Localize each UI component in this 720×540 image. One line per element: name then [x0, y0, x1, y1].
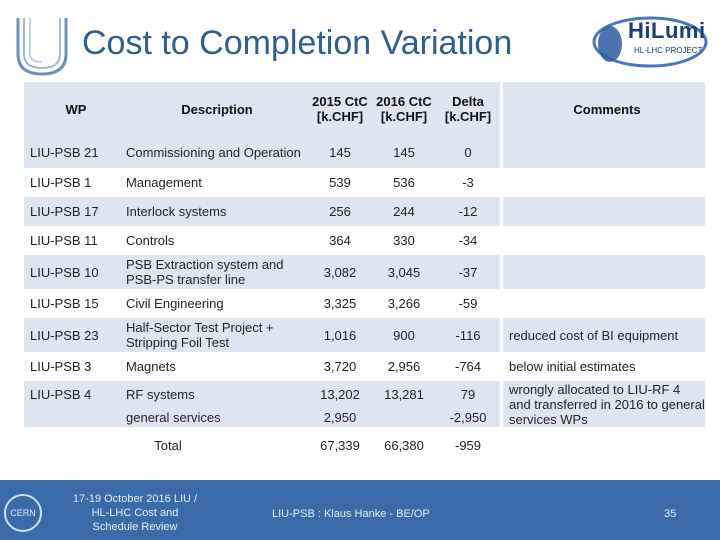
row-comments: reduced cost of BI equipment: [500, 318, 705, 352]
row-ctc-2016: 2,956: [387, 359, 421, 374]
total-label: Total: [154, 437, 182, 453]
row-comments: [500, 289, 705, 318]
row-description: PSB Extraction system and PSB-PS transfe…: [126, 257, 284, 287]
footer-bar: CERN 17-19 October 2016 LIU / HL-LHC Cos…: [0, 480, 720, 540]
row-comments: [500, 168, 705, 197]
header-description: Description: [181, 101, 253, 117]
row-ctc-2015: 1,016: [323, 327, 357, 343]
table-row: LIU-PSB 10 PSB Extraction system and PSB-…: [24, 255, 705, 289]
row-ctc-2015: 3,720: [323, 359, 357, 374]
row-ctc-2016: 330: [393, 233, 415, 248]
row-ctc-2015: 256: [329, 204, 351, 219]
total-ctc-2015: 67,339: [320, 437, 360, 453]
row-ctc-2015: 3,325: [323, 296, 357, 311]
row-description: Management: [126, 175, 202, 190]
row-ctc-2016: 900: [393, 327, 415, 343]
table-row: LIU-PSB 15 Civil Engineering 3,325 3,266 -59: [24, 289, 705, 318]
row-delta: 79: [460, 386, 476, 402]
header-delta: Delta [k.CHF]: [444, 94, 492, 124]
row-wp: LIU-PSB 4: [30, 386, 92, 402]
page-title: Cost to Completion Variation: [82, 24, 513, 62]
row-description: Magnets: [126, 359, 176, 374]
row-comments: [500, 197, 705, 226]
row-delta: -764: [454, 359, 482, 374]
row-comments: wrongly allocated to LIU-RF 4 and transf…: [500, 381, 705, 427]
row-description: Half-Sector Test Project + Stripping Foi…: [126, 320, 274, 350]
table-row: LIU-PSB 3 Magnets 3,720 2,956 -764 below init…: [24, 352, 705, 381]
liu-logo: [12, 14, 72, 78]
row-ctc-2015: 3,082: [323, 264, 357, 280]
row-ctc-2015: 2,950: [323, 409, 357, 425]
table-row: LIU-PSB 17 Interlock systems 256 244 -12: [24, 197, 705, 226]
table-row-total: Total 67,339 66,380 -959: [24, 427, 705, 463]
row-comments: [500, 226, 705, 255]
table-body: LIU-PSB 21 Commissioning and Operation 145…: [24, 136, 705, 463]
row-wp: LIU-PSB 15: [30, 296, 99, 311]
total-ctc-2016: 66,380: [384, 437, 424, 453]
row-delta: -12: [458, 204, 478, 219]
row-ctc-2015: 145: [329, 144, 351, 160]
table-row-psb4: LIU-PSB 4 RF systems 13,202 13,281 79 wrongly…: [24, 381, 705, 427]
row-wp: LIU-PSB 10: [30, 264, 99, 280]
table-row: LIU-PSB 21 Commissioning and Operation 145…: [24, 136, 705, 168]
hilumi-logo-subtext: HL-LHC PROJECT: [634, 46, 703, 55]
row-comments: [500, 255, 705, 289]
row-wp-empty: [24, 407, 122, 427]
row-ctc-2015: 13,202: [320, 386, 360, 402]
cern-logo: CERN: [4, 494, 42, 532]
row-delta: -116: [455, 327, 481, 343]
footer-author: LIU-PSB : Klaus Hanke - BE/OP: [272, 508, 430, 520]
row-wp: LIU-PSB 17: [30, 204, 99, 219]
total-comments-empty: [500, 427, 705, 463]
header-ctc-2016: 2016 CtC [k.CHF]: [376, 94, 432, 124]
row-ctc-2016: 13,281: [384, 386, 424, 402]
row-description: general services: [126, 409, 221, 425]
row-delta: -34: [458, 233, 478, 248]
row-ctc-2016-empty: [372, 407, 436, 427]
page-number: 35: [664, 508, 677, 520]
row-delta: -3: [462, 175, 474, 190]
header-comments: Comments: [500, 82, 705, 136]
total-delta: -959: [454, 437, 482, 453]
row-description: Interlock systems: [126, 204, 227, 219]
table-row: LIU-PSB 23 Half-Sector Test Project + Str…: [24, 318, 705, 352]
table-header-row: WP Description 2015 CtC [k.CHF] 2016 CtC…: [24, 82, 705, 136]
row-wp: LIU-PSB 11: [30, 233, 98, 248]
row-ctc-2015: 364: [329, 233, 351, 248]
row-delta: 0: [464, 144, 472, 160]
header-wp: WP: [65, 101, 87, 117]
row-wp: LIU-PSB 1: [30, 175, 92, 190]
row-description: Controls: [126, 233, 175, 248]
hilumi-logo-text: HiLumi: [628, 18, 706, 43]
row-ctc-2016: 536: [393, 175, 415, 190]
row-comments: [500, 136, 705, 168]
cost-table: WP Description 2015 CtC [k.CHF] 2016 CtC…: [24, 82, 705, 463]
row-ctc-2016: 3,266: [387, 296, 421, 311]
row-description: Commissioning and Operation: [126, 144, 301, 160]
table-row: LIU-PSB 1 Management 539 536 -3: [24, 168, 705, 197]
footer-event: 17-19 October 2016 LIU / HL-LHC Cost and…: [72, 493, 198, 533]
table-row: LIU-PSB 11 Controls 364 330 -34: [24, 226, 705, 255]
row-delta: -2,950: [449, 409, 487, 425]
row-ctc-2016: 145: [393, 144, 415, 160]
row-delta: -37: [458, 264, 478, 280]
row-delta: -59: [458, 296, 478, 311]
row-description: RF systems: [126, 386, 195, 402]
row-ctc-2016: 244: [393, 204, 415, 219]
row-wp: LIU-PSB 23: [30, 327, 99, 343]
row-comments: below initial estimates: [500, 352, 705, 381]
row-ctc-2015: 539: [329, 175, 351, 190]
header-ctc-2015: 2015 CtC [k.CHF]: [312, 94, 368, 124]
row-wp: LIU-PSB 21: [30, 144, 99, 160]
row-ctc-2016: 3,045: [387, 264, 421, 280]
hilumi-logo: HiLumi HL-LHC PROJECT: [590, 14, 708, 72]
row-wp: LIU-PSB 3: [30, 359, 92, 374]
row-description: Civil Engineering: [126, 296, 224, 311]
